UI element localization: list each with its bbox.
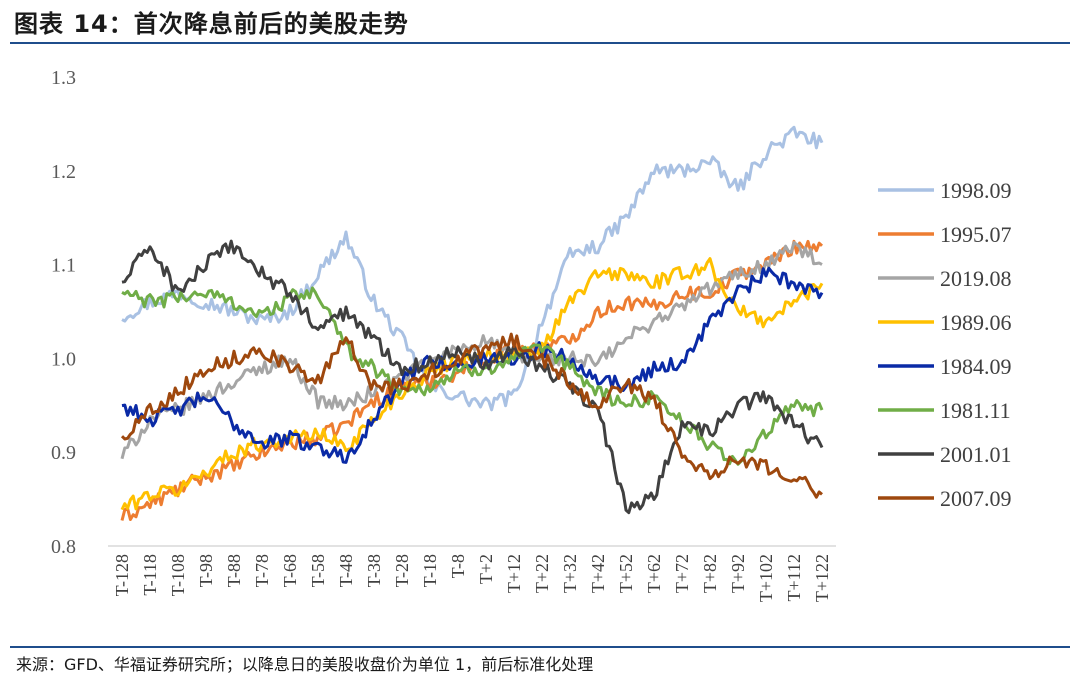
legend-label: 1989.06 — [940, 310, 1012, 335]
x-tick-label: T+102 — [756, 554, 776, 602]
x-tick-label: T+112 — [784, 554, 804, 601]
title-divider — [10, 42, 1070, 44]
legend: 1998.09 1995.07 2019.08 1989.06 1984.09 1981.… — [878, 178, 1012, 511]
series-line-1981-11 — [121, 286, 824, 466]
y-tick-label: 1.2 — [51, 161, 76, 183]
x-tick-label: T-8 — [448, 554, 468, 578]
x-tick-label: T+82 — [700, 554, 720, 593]
x-tick-label: T-48 — [336, 554, 356, 587]
y-tick-label: 1.3 — [51, 67, 76, 89]
x-tick-label: T-118 — [140, 554, 160, 596]
y-tick-label: 0.9 — [51, 442, 76, 464]
x-tick-label: T-108 — [168, 554, 188, 596]
x-tick-label: T+32 — [560, 554, 580, 593]
x-tick-label: T-78 — [252, 554, 272, 587]
x-tick-label: T+52 — [616, 554, 636, 593]
x-tick-label: T-28 — [392, 554, 412, 587]
series-line-1998-09 — [121, 125, 824, 412]
x-tick-label: T-98 — [196, 554, 216, 587]
legend-label: 2007.09 — [940, 486, 1012, 511]
x-tick-label: T-18 — [420, 554, 440, 587]
y-tick-label: 0.8 — [51, 536, 76, 558]
series-line-2007-09 — [120, 332, 823, 499]
x-tick-label: T-38 — [364, 554, 384, 587]
series-line-1984-09 — [121, 266, 824, 464]
legend-label: 2019.08 — [940, 266, 1012, 291]
x-tick-label: T-88 — [224, 554, 244, 587]
x-axis: T-128 T-118 T-108 T-98 T-88 T-78 T-68 T-58 T-48 T… — [112, 554, 832, 602]
legend-label: 2001.01 — [940, 442, 1012, 467]
x-tick-label: T+72 — [672, 554, 692, 593]
y-tick-label: 1.0 — [51, 348, 76, 370]
y-axis: 1.3 1.2 1.1 1.0 0.9 0.8 — [51, 67, 76, 558]
legend-label: 1998.09 — [940, 178, 1012, 203]
series-line-2001-01 — [121, 239, 824, 515]
x-tick-label: T-58 — [308, 554, 328, 587]
series-lines — [120, 125, 824, 521]
footer-divider — [10, 646, 1070, 648]
x-tick-label: T-68 — [280, 554, 300, 587]
x-tick-label: T+42 — [588, 554, 608, 593]
page-title: 图表 14：首次降息前后的美股走势 — [14, 10, 409, 38]
legend-label: 1995.07 — [940, 222, 1012, 247]
x-tick-label: T+92 — [728, 554, 748, 593]
x-tick-label: T-128 — [112, 554, 132, 596]
y-tick-label: 1.1 — [51, 255, 76, 277]
source-note: 来源：GFD、华福证券研究所；以降息日的美股收盘价为单位 1，前后标准化处理 — [16, 655, 594, 674]
legend-label: 1984.09 — [940, 354, 1012, 379]
x-tick-label: T+2 — [476, 554, 496, 584]
x-tick-label: T+22 — [532, 554, 552, 593]
x-tick-label: T+62 — [644, 554, 664, 593]
legend-label: 1981.11 — [940, 398, 1011, 423]
x-tick-label: T+12 — [504, 554, 524, 593]
x-tick-label: T+122 — [812, 554, 832, 602]
